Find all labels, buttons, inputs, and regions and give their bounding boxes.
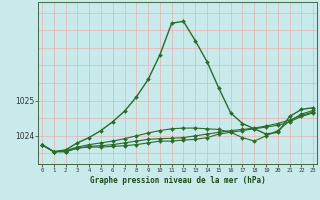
X-axis label: Graphe pression niveau de la mer (hPa): Graphe pression niveau de la mer (hPa) <box>90 176 266 185</box>
